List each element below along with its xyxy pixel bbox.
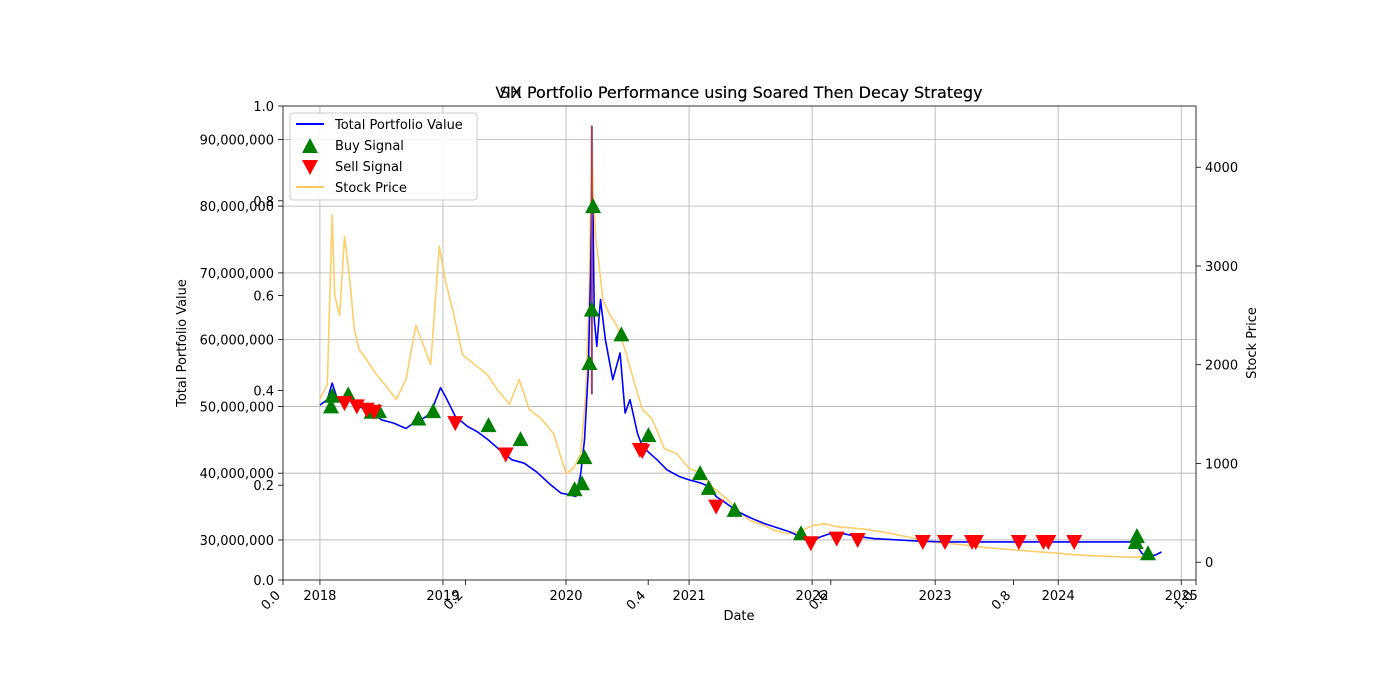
legend-box	[289, 112, 478, 201]
y-left-tick-label: 50,000,000	[200, 400, 274, 415]
y-right-tick-label: 3000	[1205, 260, 1238, 275]
y-left-tick-label: 60,000,000	[200, 334, 274, 349]
buy-signal-marker	[322, 398, 339, 414]
buy-signal-marker	[576, 449, 593, 465]
buy-signal-marker	[512, 431, 529, 447]
buy-signal-marker	[613, 326, 630, 342]
y-left-tick-label: 70,000,000	[200, 267, 274, 282]
x-axis-label: Date	[723, 609, 754, 624]
sell-signal-marker	[849, 532, 866, 548]
buy-signal-marker	[410, 410, 427, 426]
y-right-tick-label: 0	[1205, 556, 1213, 571]
overlay-y-tick-label: 0.2	[253, 479, 274, 494]
x-tick-label: 2021	[673, 589, 706, 604]
buy-signal-marker	[425, 403, 442, 419]
sell-signal-marker	[967, 534, 984, 550]
buy-signal-marker	[585, 198, 602, 214]
buy-signal-marker	[1140, 545, 1157, 561]
buy-signal-marker	[1128, 527, 1145, 543]
buy-signal-marker	[574, 475, 591, 491]
y-left-tick-label: 30,000,000	[200, 534, 274, 549]
x-tick-label: 2018	[303, 589, 336, 604]
sell-signal-marker	[366, 404, 383, 420]
sell-signal-marker	[1010, 534, 1027, 550]
sell-signal-marker	[708, 499, 725, 515]
x-tick-label: 2023	[919, 589, 952, 604]
x-tick-label: 2025	[1165, 589, 1198, 604]
sell-signal-marker	[802, 536, 819, 552]
buy-signal-marker	[700, 479, 717, 495]
axes: 2018 2019 2020 2021 2022 2023 2024 2025 30,000,0…	[200, 100, 1239, 613]
y-right-tick-label: 2000	[1205, 359, 1238, 374]
chart-title-overlay: SH Portfolio Performance using Soared Th…	[500, 83, 983, 102]
grid-lines	[283, 106, 1196, 580]
sell-signal-marker	[1066, 534, 1083, 550]
y-left-tick-label: 80,000,000	[200, 200, 274, 215]
overlay-y-tick-label: 0.8	[253, 195, 274, 210]
sell-signal-marker	[447, 416, 464, 432]
buy-signal-marker	[726, 501, 743, 517]
legend-sell-swatch	[302, 160, 318, 175]
sell-signal-marker	[936, 534, 953, 550]
overlay-y-tick-label: 0.0	[253, 574, 274, 589]
x-tick-label: 2022	[796, 589, 829, 604]
legend-portfolio-label: Total Portfolio Value	[334, 118, 463, 133]
buy-signal-marker	[480, 417, 497, 433]
legend-buy-swatch	[302, 138, 318, 153]
sell-signal-marker	[497, 447, 514, 463]
stock-price-line	[319, 125, 1162, 559]
buy-signal-marker	[640, 427, 657, 443]
sell-signal-marker	[634, 444, 651, 460]
sell-signal-marker	[914, 534, 931, 550]
buy-signal-marker	[324, 387, 341, 403]
sell-signal-marker	[1040, 534, 1057, 550]
x-tick-label: 2020	[549, 589, 582, 604]
legend-sell-label: Sell Signal	[335, 160, 403, 175]
y-left-tick-label: 40,000,000	[200, 467, 274, 482]
legend-stock-label: Stock Price	[335, 181, 407, 196]
overlay-y-tick-label: 0.4	[253, 384, 274, 399]
sell-signal-marker	[828, 531, 845, 547]
x-tick-label: 2024	[1042, 589, 1075, 604]
stock-price-layer	[319, 125, 1162, 559]
buy-signal-marker	[566, 481, 583, 497]
buy-signal-marker	[581, 355, 598, 371]
legend-buy-label: Buy Signal	[335, 139, 404, 154]
y-axis-label-right: Stock Price	[1245, 307, 1260, 379]
x-tick-label: 2019	[426, 589, 459, 604]
buy-signal-marker	[692, 465, 709, 481]
overlay-y-tick-label: 0.6	[253, 290, 274, 305]
chart-title: VIX Portfolio Performance using Soared T…	[495, 83, 982, 102]
y-right-tick-label: 1000	[1205, 457, 1238, 472]
y-right-tick-label: 4000	[1205, 161, 1238, 176]
signal-layer	[322, 198, 1157, 561]
y-left-tick-label: 90,000,000	[200, 133, 274, 148]
buy-signal-marker	[583, 301, 600, 317]
y-axis-label-left: Total Portfolio Value	[175, 279, 190, 408]
plot-frame	[282, 105, 1197, 581]
sell-signal-marker	[336, 396, 353, 412]
legend: Total Portfolio Value Buy Signal Sell Si…	[289, 112, 478, 201]
overlay-y-tick-label: 1.0	[253, 100, 274, 115]
